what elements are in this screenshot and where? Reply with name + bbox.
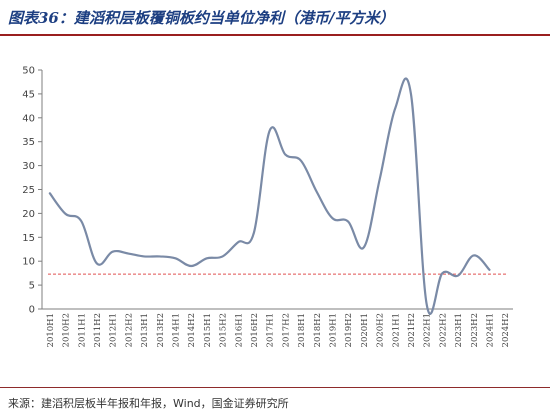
x-tick-label: 2015H1 [203,313,213,347]
x-tick-label: 2016H2 [250,313,260,347]
x-tick-label: 2010H1 [46,313,56,347]
x-tick-label: 2013H1 [140,313,150,347]
chart-title: 图表36：建滔积层板覆铜板约当单位净利（港币/平方米） [8,9,395,27]
x-tick-label: 2011H1 [77,313,87,347]
x-tick-label: 2013H2 [156,313,166,347]
y-tick-label: 15 [22,233,35,244]
x-tick-label: 2014H1 [171,313,181,347]
x-tick-label: 2023H1 [454,313,464,347]
x-tick-label: 2022H2 [438,313,448,347]
y-tick-label: 20 [22,209,35,220]
y-tick-label: 40 [22,113,35,124]
source-note: 来源：建滔积层板半年报和年报，Wind，国金证券研究所 [8,397,289,410]
x-tick-label: 2017H2 [281,313,291,347]
y-tick-label: 10 [22,257,35,268]
x-tick-label: 2019H2 [344,313,354,347]
x-tick-label: 2024H2 [501,313,511,347]
title-divider [0,34,550,36]
x-tick-label: 2023H2 [470,313,480,347]
x-tick-label: 2012H2 [124,313,134,347]
x-tick-label: 2015H2 [219,313,229,347]
x-tick-label: 2019H1 [328,313,338,347]
x-tick-label: 2021H2 [407,313,417,347]
x-tick-label: 2012H1 [109,313,119,347]
y-tick-label: 45 [22,89,35,100]
x-tick-label: 2024H1 [485,313,495,347]
x-tick-label: 2017H1 [266,313,276,347]
y-tick-label: 0 [29,305,35,316]
x-tick-label: 2011H2 [93,313,103,347]
x-tick-label: 2014H2 [187,313,197,347]
series-line [48,77,491,315]
x-tick-label: 2022H1 [423,313,433,347]
y-tick-label: 50 [22,66,35,77]
y-tick-label: 5 [29,281,35,292]
y-tick-label: 35 [22,137,35,148]
x-tick-label: 2020H2 [376,313,386,347]
y-tick-label: 25 [22,185,35,196]
x-tick-label: 2010H2 [62,313,72,347]
y-tick-label: 30 [22,161,35,172]
x-tick-label: 2016H1 [234,313,244,347]
footer-divider [0,387,550,388]
x-tick-label: 2021H1 [391,313,401,347]
x-tick-label: 2020H1 [360,313,370,347]
x-tick-label: 2018H1 [297,313,307,347]
x-tick-label: 2018H2 [313,313,323,347]
